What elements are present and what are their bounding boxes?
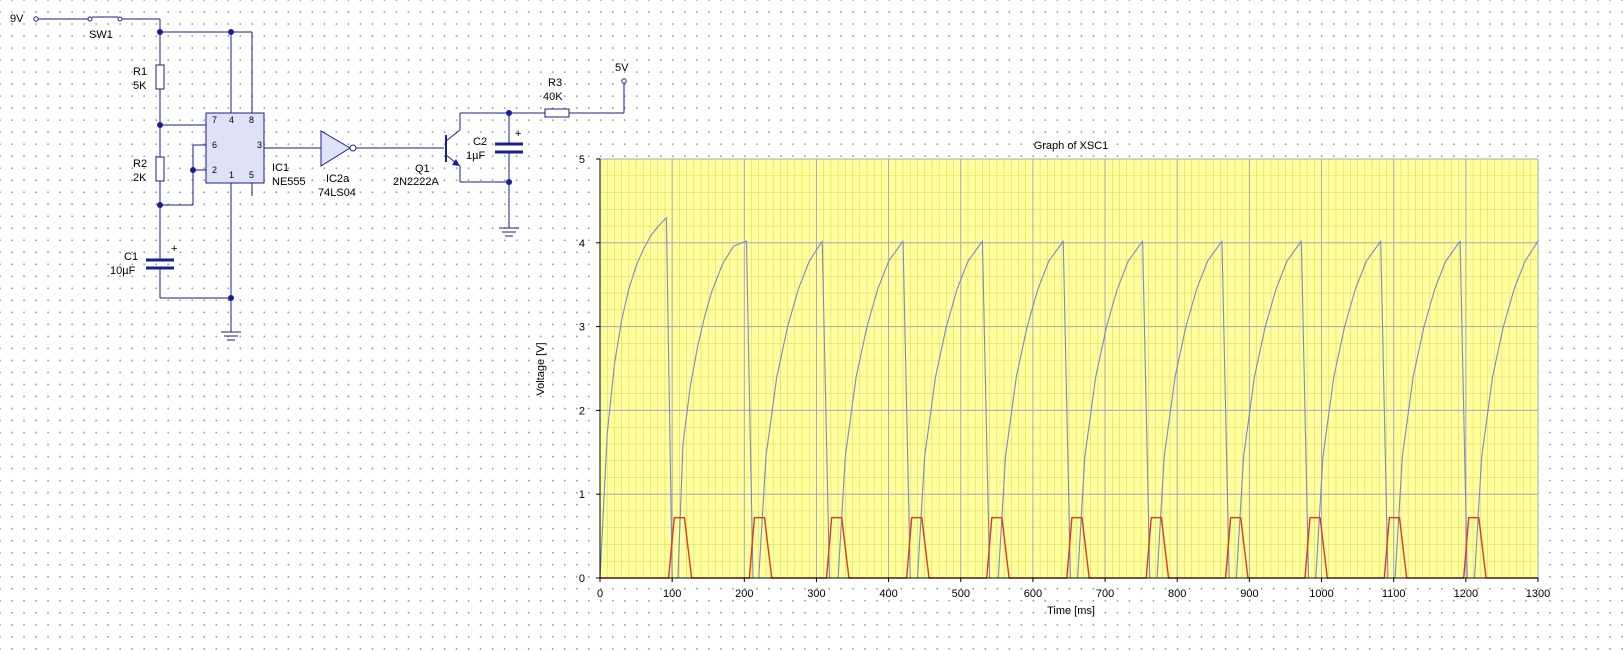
resistor-r1[interactable] bbox=[155, 64, 165, 90]
switch-sw1-label: SW1 bbox=[89, 29, 113, 41]
x-tick-label: 1300 bbox=[1526, 588, 1550, 600]
ic1-pin-1: 1 bbox=[229, 170, 234, 180]
ic1-ne555[interactable] bbox=[205, 112, 265, 184]
capacitor-c1-ref: C1 bbox=[124, 251, 138, 263]
y-axis-ticks: 0 1 2 3 4 5 bbox=[579, 154, 600, 585]
x-tick-label: 1000 bbox=[1309, 588, 1333, 600]
x-tick-label: 1100 bbox=[1382, 588, 1406, 600]
x-tick-label: 200 bbox=[735, 588, 753, 600]
capacitor-c1-value: 10µF bbox=[110, 265, 136, 277]
x-tick-label: 900 bbox=[1240, 588, 1258, 600]
x-tick-label: 300 bbox=[807, 588, 825, 600]
capacitor-c2-value: 1µF bbox=[466, 150, 485, 162]
resistor-r2[interactable] bbox=[155, 156, 165, 182]
ground-symbol bbox=[221, 331, 241, 341]
ic1-pin-4: 4 bbox=[229, 115, 234, 125]
resistor-r3-ref: R3 bbox=[548, 77, 562, 89]
capacitor-c1[interactable] bbox=[146, 258, 174, 270]
major-grid bbox=[599, 158, 1539, 579]
switch-sw1[interactable] bbox=[87, 16, 123, 22]
ground-symbol bbox=[499, 227, 519, 237]
supply-5v-label: 5V bbox=[615, 62, 629, 74]
ic1-pin-6: 6 bbox=[212, 140, 217, 150]
supply-9v-terminal[interactable] bbox=[33, 16, 39, 22]
series-line-1 bbox=[599, 217, 1539, 579]
x-axis-label: Time [ms] bbox=[1047, 605, 1095, 617]
resistor-r3-value: 40K bbox=[543, 91, 563, 103]
ic1-pin-5: 5 bbox=[249, 170, 254, 180]
resistor-r3[interactable] bbox=[544, 108, 570, 118]
inverter-ic2a-value: 74LS04 bbox=[318, 187, 356, 199]
transistor-q1-value: 2N2222A bbox=[393, 176, 440, 188]
transistor-q1-ref: Q1 bbox=[415, 163, 430, 175]
chart-title: Graph of XSC1 bbox=[1034, 140, 1109, 152]
capacitor-c2-polarity: + bbox=[515, 128, 521, 140]
y-axis-label: Voltage [V] bbox=[535, 342, 547, 395]
resistor-r2-ref: R2 bbox=[133, 158, 147, 170]
y-tick-label: 2 bbox=[579, 405, 585, 417]
x-tick-label: 1200 bbox=[1454, 588, 1478, 600]
capacitor-c2[interactable] bbox=[495, 142, 523, 154]
graph-xsc1: Graph of XSC1 0 100 200 300 400 500 600 700 800 9… bbox=[535, 140, 1550, 617]
x-tick-label: 500 bbox=[952, 588, 970, 600]
resistor-r1-ref: R1 bbox=[133, 66, 147, 78]
x-tick-label: 700 bbox=[1096, 588, 1114, 600]
ic1-value: NE555 bbox=[272, 176, 306, 188]
transistor-q1[interactable] bbox=[445, 129, 461, 167]
series-line-2 bbox=[600, 516, 1538, 579]
inverter-ic2a[interactable] bbox=[320, 130, 351, 167]
y-tick-label: 0 bbox=[579, 573, 585, 585]
ic1-pin-3: 3 bbox=[257, 140, 262, 150]
y-tick-label: 1 bbox=[579, 489, 585, 501]
x-tick-label: 0 bbox=[597, 588, 603, 600]
ic1-pin-7: 7 bbox=[212, 115, 217, 125]
y-tick-label: 4 bbox=[579, 238, 585, 250]
supply-9v-label: 9V bbox=[10, 13, 24, 25]
resistor-r1-value: 5K bbox=[133, 80, 147, 92]
resistor-r2-value: 2K bbox=[133, 172, 147, 184]
schematic: 9V SW1 R1 5K R2 2K bbox=[10, 13, 629, 341]
capacitor-c1-polarity: + bbox=[171, 243, 177, 255]
x-tick-label: 100 bbox=[663, 588, 681, 600]
x-tick-label: 400 bbox=[879, 588, 897, 600]
y-tick-label: 3 bbox=[579, 322, 585, 334]
capacitor-c2-ref: C2 bbox=[473, 136, 487, 148]
x-tick-label: 600 bbox=[1024, 588, 1042, 600]
ic1-ref: IC1 bbox=[272, 162, 289, 174]
ic1-pin-8: 8 bbox=[249, 115, 254, 125]
ic1-pin-2: 2 bbox=[212, 165, 217, 175]
y-tick-label: 5 bbox=[579, 154, 585, 166]
x-tick-label: 800 bbox=[1168, 588, 1186, 600]
x-axis-ticks: 0 100 200 300 400 500 600 700 800 900 1000 1100 1200… bbox=[597, 578, 1550, 600]
supply-5v-terminal[interactable] bbox=[621, 78, 627, 84]
inverter-ic2a-ref: IC2a bbox=[326, 173, 350, 185]
